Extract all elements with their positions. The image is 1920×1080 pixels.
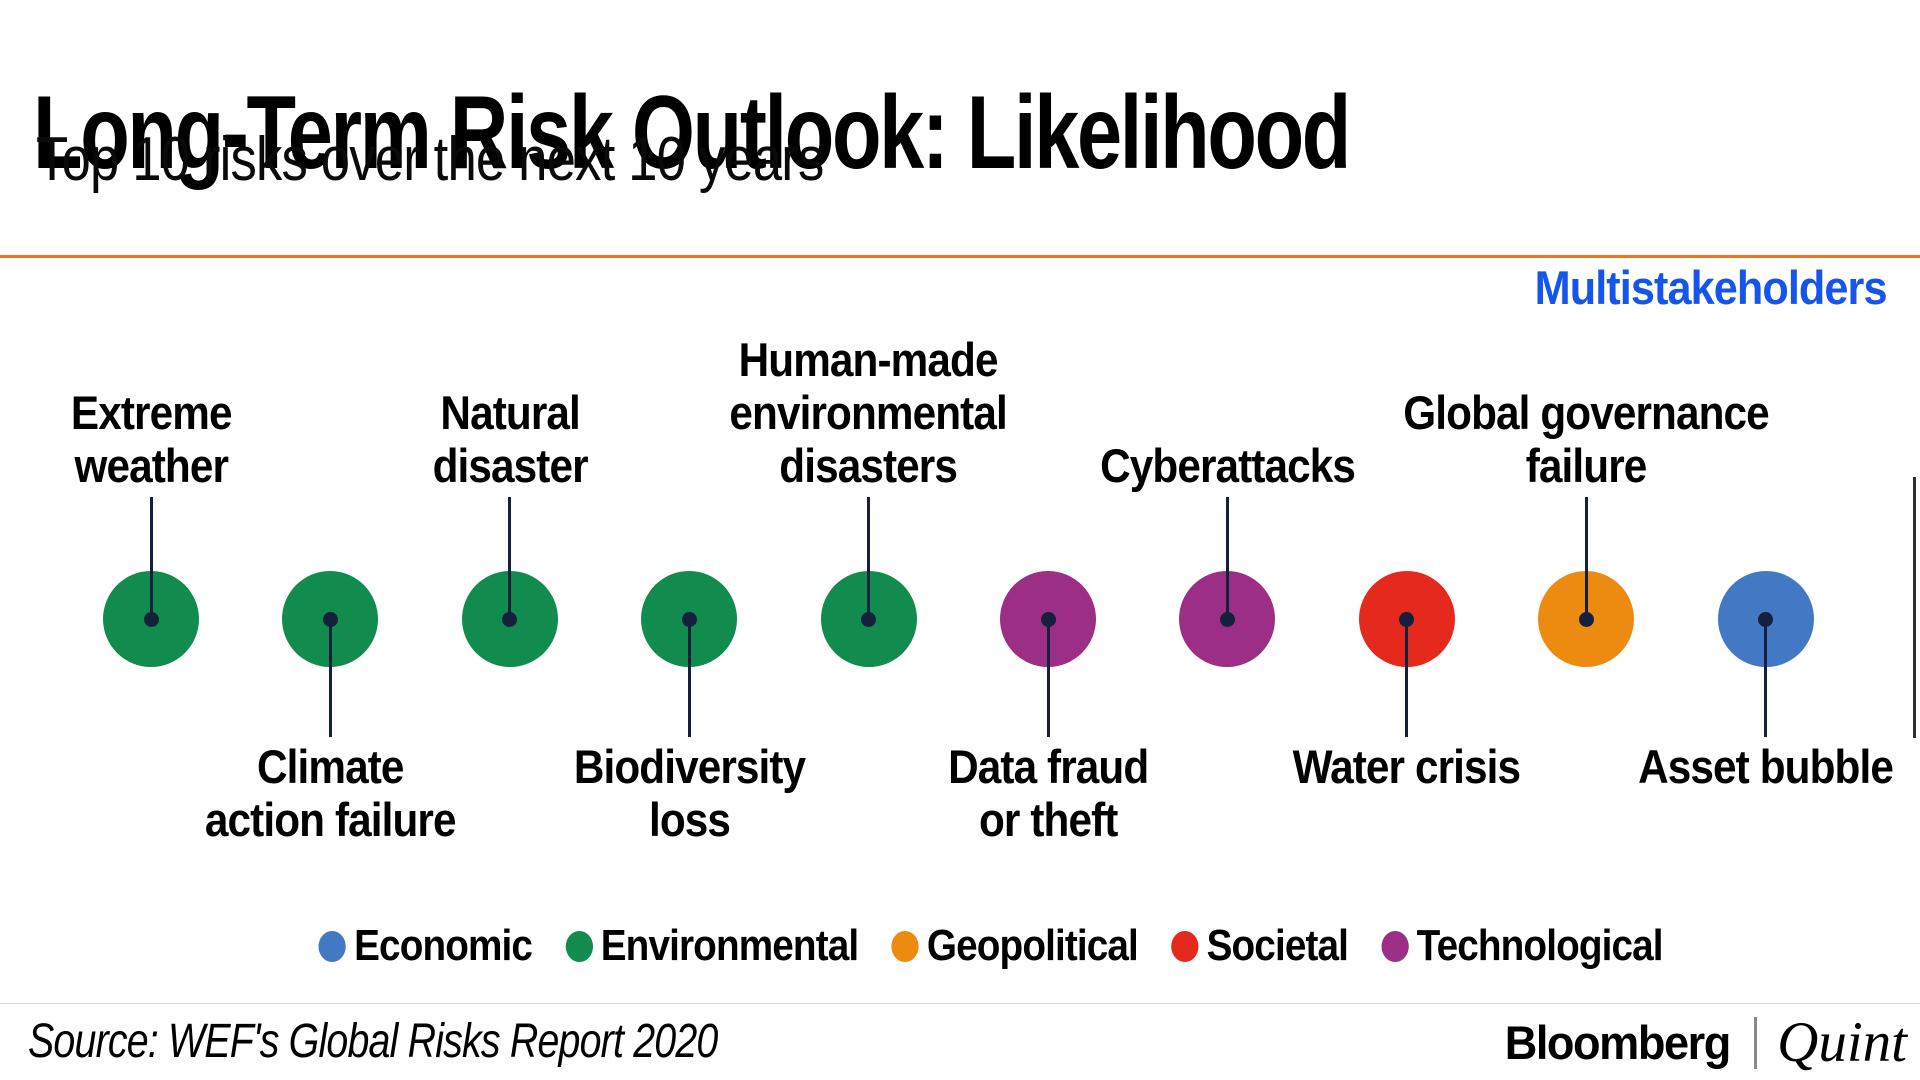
category-legend: Economic Environmental Geopolitical Societa…: [115, 921, 1805, 971]
risk-connector-extreme-weather: [149, 497, 153, 619]
legend-dot-societal: [1171, 930, 1199, 962]
bloomberg-logo: Bloomberg: [1504, 1016, 1731, 1069]
risk-label-text-asset-bubble: Asset bubble: [1638, 740, 1894, 793]
risk-connector-data-fraud-or-theft: [1046, 619, 1050, 737]
risk-connector-biodiversity-loss: [687, 619, 691, 737]
risk-center-dot-climate-action-failure: [322, 611, 338, 627]
risk-center-dot-extreme-weather: [143, 611, 159, 627]
risk-label-text-extreme-weather: Extreme weather: [70, 386, 233, 492]
risk-center-dot-natural-disaster: [502, 611, 518, 627]
legend-dot-economic: [318, 930, 347, 962]
risk-label-text-biodiversity-loss: Biodiversity loss: [573, 740, 806, 846]
risk-center-dot-data-fraud-or-theft: [1040, 611, 1056, 627]
cropped-next-chart-line: [1913, 477, 1916, 738]
legend-item-societal: Societal: [1171, 921, 1349, 971]
risk-label-text-global-governance-failure: Global governance failure: [1403, 386, 1769, 492]
risk-label-text-natural-disaster: Natural disaster: [432, 386, 588, 492]
risk-center-dot-cyberattacks: [1219, 611, 1235, 627]
multistakeholders-tag: Multistakeholders: [1535, 261, 1888, 314]
brand-separator: [1754, 1016, 1758, 1069]
legend-label-environmental: Environmental: [600, 921, 859, 970]
legend-label-societal: Societal: [1206, 921, 1349, 970]
risk-label-cyberattacks: Cyberattacks: [987, 439, 1467, 492]
quint-logo: Quint: [1777, 1011, 1907, 1074]
risk-label-text-data-fraud-or-theft: Data fraud or theft: [947, 740, 1149, 846]
risk-connector-human-made-environmental-disasters: [867, 497, 871, 619]
risk-label-text-water-crisis: Water crisis: [1293, 740, 1521, 793]
legend-item-economic: Economic: [318, 921, 533, 971]
risk-label-text-human-made-environmental-disasters: Human-made environmental disasters: [729, 333, 1008, 492]
page-title: Long-Term Risk Outlook: Likelihood: [33, 74, 1351, 191]
footer-divider-rule: [0, 1003, 1920, 1004]
risk-label-text-cyberattacks: Cyberattacks: [1099, 439, 1356, 492]
risk-connector-global-governance-failure: [1584, 497, 1588, 619]
risk-label-natural-disaster: Natural disaster: [270, 386, 750, 492]
source-note: Source: WEF's Global Risks Report 2020: [28, 1015, 718, 1068]
legend-label-technological: Technological: [1416, 921, 1664, 970]
legend-dot-environmental: [565, 930, 593, 962]
risk-label-water-crisis: Water crisis: [1167, 740, 1647, 793]
risk-connector-natural-disaster: [508, 497, 512, 619]
risk-label-human-made-environmental-disasters: Human-made environmental disasters: [629, 333, 1109, 492]
risk-center-dot-water-crisis: [1399, 611, 1415, 627]
risk-connector-asset-bubble: [1764, 619, 1768, 737]
brand-lockup: Bloomberg Quint: [1500, 1010, 1907, 1075]
legend-dot-technological: [1381, 930, 1409, 962]
risk-label-extreme-weather: Extreme weather: [0, 386, 391, 492]
legend-item-technological: Technological: [1381, 921, 1664, 971]
page-subtitle: Top 10 risks over the next 10 years: [36, 125, 824, 194]
risk-center-dot-biodiversity-loss: [681, 611, 697, 627]
orange-divider-rule: [0, 255, 1920, 258]
legend-item-geopolitical: Geopolitical: [891, 921, 1139, 971]
risk-label-global-governance-failure: Global governance failure: [1346, 386, 1826, 492]
risk-label-asset-bubble: Asset bubble: [1526, 740, 1920, 793]
risk-center-dot-global-governance-failure: [1578, 611, 1594, 627]
legend-dot-geopolitical: [891, 930, 919, 962]
risk-label-data-fraud-or-theft: Data fraud or theft: [808, 740, 1288, 846]
legend-label-economic: Economic: [354, 921, 533, 970]
risk-label-biodiversity-loss: Biodiversity loss: [449, 740, 929, 846]
risk-label-climate-action-failure: Climate action failure: [90, 740, 570, 846]
risk-connector-cyberattacks: [1225, 497, 1229, 619]
risk-label-text-climate-action-failure: Climate action failure: [205, 740, 457, 846]
risk-connector-climate-action-failure: [328, 619, 332, 737]
risk-center-dot-asset-bubble: [1758, 611, 1774, 627]
legend-item-environmental: Environmental: [565, 921, 859, 971]
risk-connector-water-crisis: [1405, 619, 1409, 737]
legend-label-geopolitical: Geopolitical: [926, 921, 1139, 970]
risk-center-dot-human-made-environmental-disasters: [861, 611, 877, 627]
